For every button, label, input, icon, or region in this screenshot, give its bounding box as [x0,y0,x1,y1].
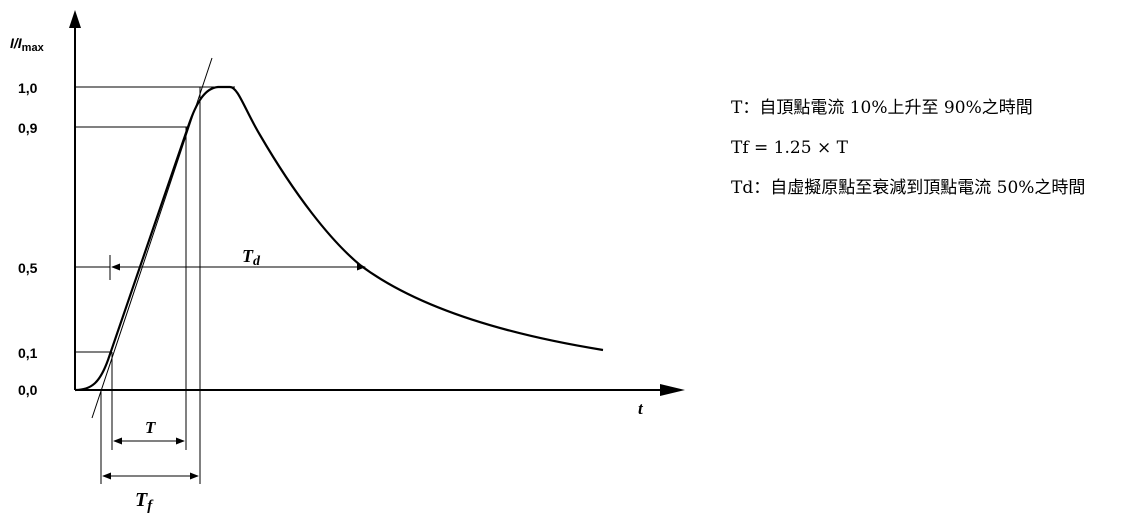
legend-line-t: T：自頂點電流 10%上升至 90%之時間 [731,98,1033,118]
impulse-waveform-curve [74,85,604,392]
y-tick-0-1: 0,1 [18,345,38,361]
legend-block: T：自頂點電流 10%上升至 90%之時間 Tf = 1.25 × T Td：自… [731,96,1085,216]
tf-label: Tf [135,489,154,514]
y-tick-1-0: 1,0 [18,80,38,96]
y-axis-arrowhead [69,10,81,28]
y-axis-label: I/Imax [10,35,45,54]
td-label: Td [242,246,261,269]
x-axis-arrowhead [660,384,685,396]
y-tick-0-9: 0,9 [18,120,38,136]
x-axis-label: t [638,399,644,418]
y-tick-0-0: 0,0 [18,382,38,398]
legend-line-tf: Tf = 1.25 × T [731,138,848,158]
y-tick-0-5: 0,5 [18,260,38,276]
legend-line-td: Td：自虛擬原點至衰減到頂點電流 50%之時間 [731,178,1086,198]
t-label: T [145,418,156,437]
